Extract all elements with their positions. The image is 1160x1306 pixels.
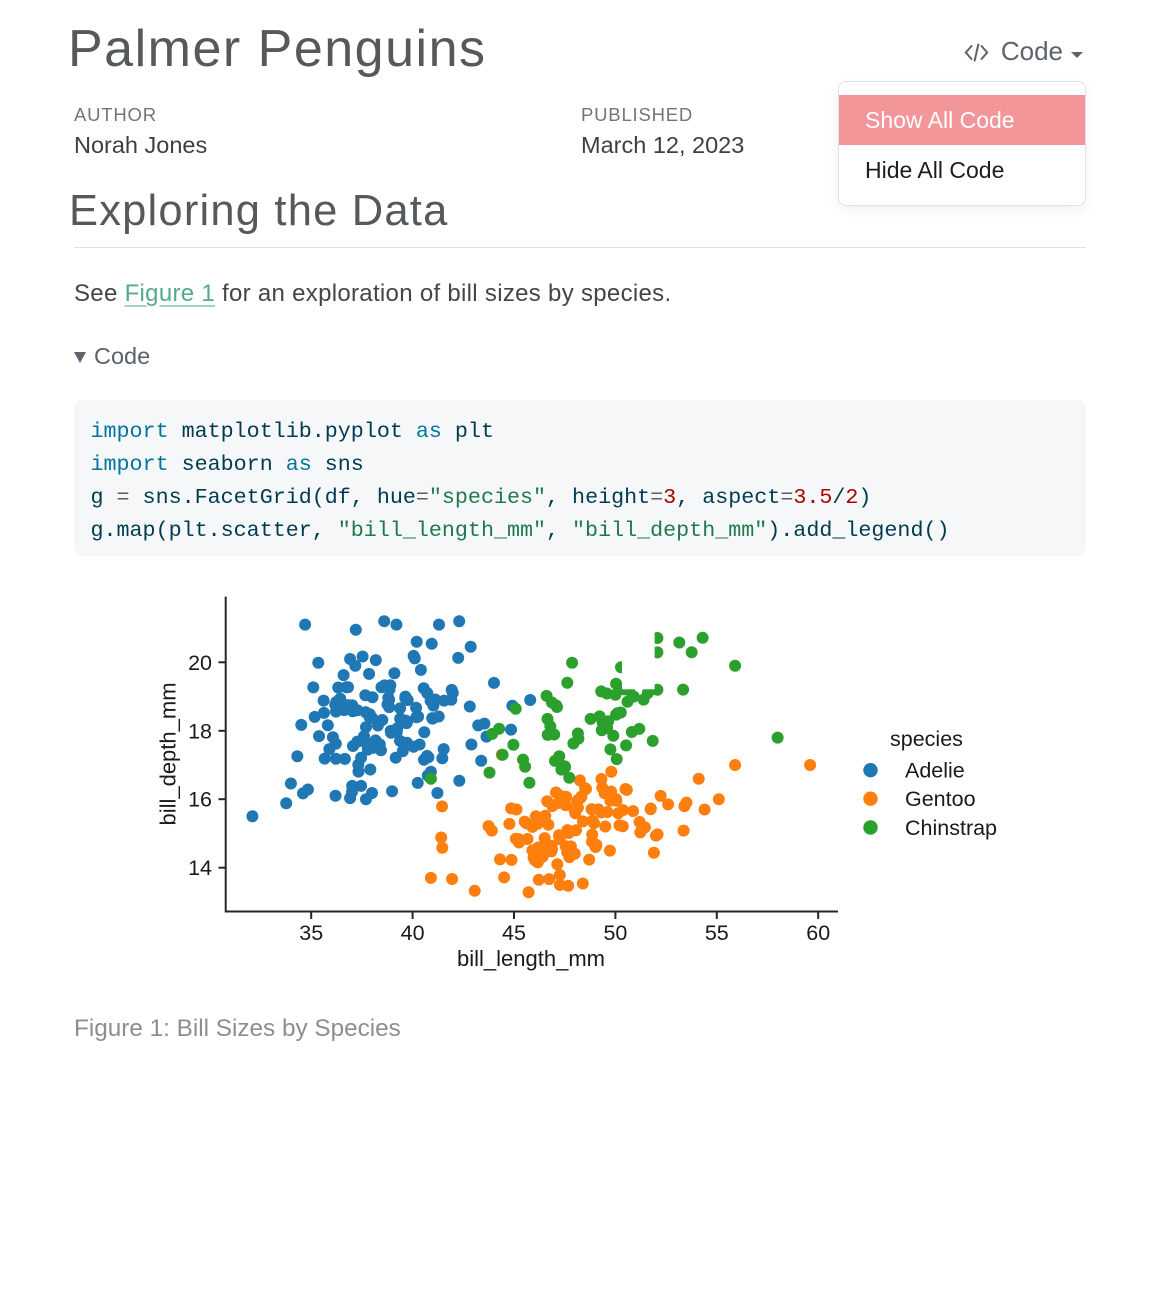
svg-text:50: 50 xyxy=(603,921,627,945)
svg-text:bill_depth_mm: bill_depth_mm xyxy=(156,682,181,825)
svg-text:Chinstrap: Chinstrap xyxy=(905,816,997,840)
svg-text:Adelie: Adelie xyxy=(905,759,965,783)
svg-text:16: 16 xyxy=(188,788,212,812)
svg-text:60: 60 xyxy=(806,921,830,945)
svg-text:18: 18 xyxy=(188,719,212,743)
svg-text:55: 55 xyxy=(705,921,729,945)
svg-text:bill_length_mm: bill_length_mm xyxy=(457,946,605,971)
svg-text:45: 45 xyxy=(502,921,526,945)
svg-text:Gentoo: Gentoo xyxy=(905,787,976,811)
svg-text:14: 14 xyxy=(188,856,212,880)
svg-text:40: 40 xyxy=(401,921,425,945)
svg-text:20: 20 xyxy=(188,651,212,675)
svg-text:species: species xyxy=(890,727,963,751)
svg-text:35: 35 xyxy=(299,921,323,945)
